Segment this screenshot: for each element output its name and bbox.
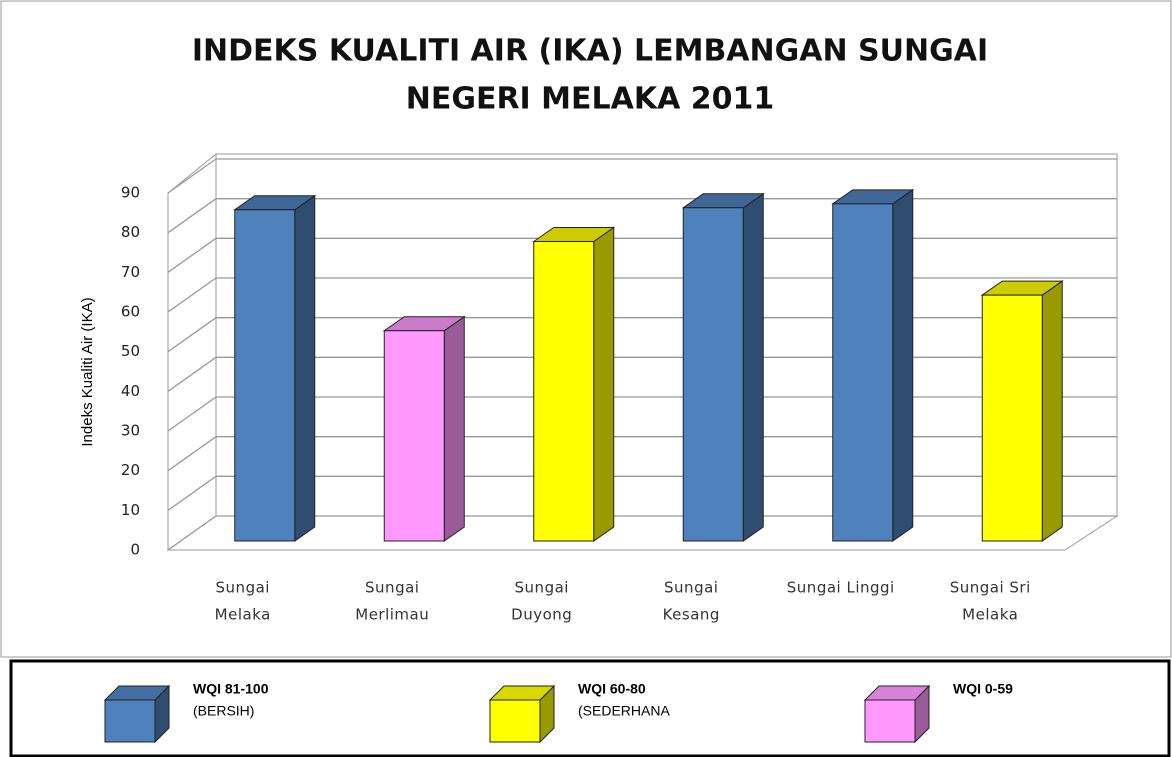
bar: [831, 188, 915, 542]
y-tick-label: 90: [121, 184, 140, 202]
y-tick-label: 0: [130, 541, 140, 559]
bar-front: [383, 330, 445, 542]
x-tick-label: Duyong: [511, 606, 572, 624]
grid-line: [167, 396, 1117, 432]
grid-line: [167, 237, 1117, 273]
y-tick-label: 80: [121, 223, 140, 241]
x-tick-label: Sungai Linggi: [787, 579, 895, 597]
bar: [681, 192, 765, 542]
y-tick-label: 30: [121, 422, 140, 440]
bar-side: [892, 188, 914, 542]
legend-label: WQI 60-80: [578, 681, 646, 697]
bar-side: [443, 315, 465, 542]
bar-side: [593, 226, 615, 542]
grid-line: [167, 356, 1117, 392]
legend-frame: [9, 659, 1171, 757]
legend-swatch: [489, 699, 541, 743]
grid-line: [167, 515, 1117, 551]
y-tick-label: 50: [121, 342, 140, 360]
legend-swatch: [864, 699, 916, 743]
x-tick-label: Melaka: [215, 606, 271, 624]
y-tick-label: 20: [121, 461, 140, 479]
legend-note: (SEDERHANA: [578, 703, 670, 719]
bar-side: [294, 194, 316, 542]
side-wall: [167, 152, 217, 551]
legend-label: WQI 0-59: [953, 681, 1013, 697]
bar-side: [1041, 280, 1063, 542]
grid-line: [167, 277, 1117, 313]
legend-label: WQI 81-100: [193, 681, 269, 697]
grid-line: [167, 158, 1117, 194]
y-tick-label: 70: [121, 263, 140, 281]
x-tick-label: Sungai: [664, 579, 718, 597]
y-tick-label: 10: [121, 501, 140, 519]
bar-front: [234, 209, 296, 542]
grid-line: [167, 198, 1117, 234]
x-tick-label: Sungai: [515, 579, 569, 597]
grid-line: [167, 317, 1117, 353]
bar-front: [832, 203, 894, 542]
y-axis-title: Indeks Kualiti Air (IKA): [79, 297, 96, 446]
x-tick-label: Merlimau: [355, 606, 429, 624]
x-tick-label: Kesang: [663, 606, 720, 624]
grid-line: [167, 475, 1117, 511]
x-tick-label: Sungai Sri: [950, 579, 1031, 597]
bar-front: [981, 294, 1043, 542]
x-tick-label: Melaka: [962, 606, 1018, 624]
x-tick-label: Sungai: [216, 579, 270, 597]
bar: [233, 194, 317, 542]
bar-front: [682, 207, 744, 542]
y-tick-label: 60: [121, 303, 140, 321]
grid-line: [167, 436, 1117, 472]
chart-title: INDEKS KUALITI AIR (IKA) LEMBANGAN SUNGA…: [192, 34, 988, 69]
legend-note: (BERSIH): [193, 703, 254, 719]
bar: [980, 280, 1064, 542]
chart-title: NEGERI MELAKA 2011: [406, 82, 775, 117]
x-tick-label: Sungai: [365, 579, 419, 597]
bar: [382, 315, 466, 542]
bar-side: [742, 192, 764, 542]
legend-swatch: [104, 699, 156, 743]
bar-front: [533, 241, 595, 542]
y-tick-label: 40: [121, 382, 140, 400]
bar: [532, 226, 616, 542]
